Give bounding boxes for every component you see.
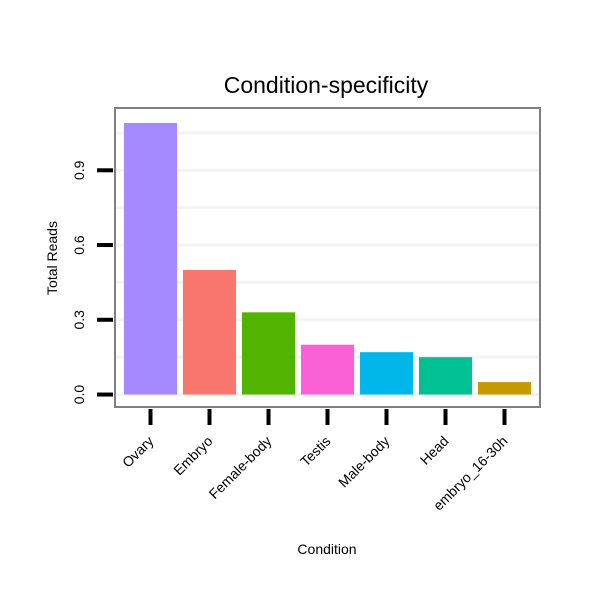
bar-head: [418, 357, 473, 395]
bar-testis: [300, 344, 355, 395]
y-axis-label: Total Reads: [44, 221, 60, 295]
bar-embryo: [182, 269, 237, 395]
y-axis-ticks: 0.0 0.3 0.6 0.9: [71, 160, 113, 404]
bar-male-body: [359, 352, 414, 395]
bars: [123, 122, 532, 395]
plot-panel-border: [114, 107, 541, 408]
x-axis-label: Condition: [297, 541, 356, 557]
y-tick-label: 0.3: [71, 310, 87, 330]
x-tick-label: Ovary: [119, 433, 157, 471]
y-tick-label: 0.6: [71, 235, 87, 255]
x-tick-label: Testis: [297, 433, 334, 470]
x-tick-label: Embryo: [170, 433, 216, 479]
x-tick-label: Male-body: [335, 433, 393, 491]
bar-female-body: [241, 312, 296, 395]
x-tick-label: Female-body: [206, 433, 275, 502]
x-tick-label: Head: [417, 433, 452, 468]
chart-title: Condition-specificity: [224, 72, 429, 98]
bar-ovary: [123, 122, 178, 395]
y-tick-label: 0.9: [71, 160, 87, 180]
bar-embryo_16-30h: [477, 382, 532, 395]
y-tick-label: 0.0: [71, 385, 87, 405]
